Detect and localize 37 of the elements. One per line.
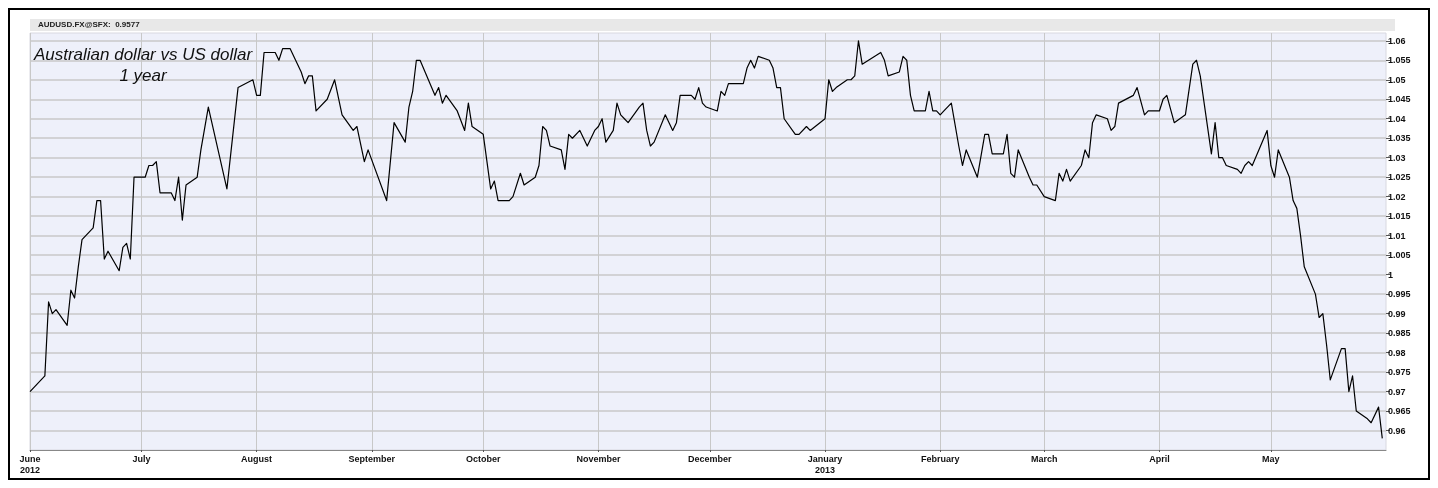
x-tick-label: October (465, 453, 501, 464)
y-tick-label: 1.01 (1388, 230, 1406, 241)
y-tick-label: 1.05 (1388, 74, 1406, 85)
text: Australian dollar vs US dollar (32, 45, 254, 64)
y-tick-label: 1.055 (1388, 55, 1411, 66)
y-tick-label: 0.98 (1388, 347, 1406, 358)
x-tick-label: February (920, 453, 960, 464)
y-tick-label: 0.96 (1388, 425, 1406, 436)
text: 1 year (119, 66, 168, 85)
y-tick-label: 1.025 (1388, 172, 1411, 183)
x-tick-label: June 2012 (19, 453, 41, 475)
y-tick-label: 0.995 (1388, 289, 1411, 300)
x-tick-label: March (1030, 453, 1058, 464)
y-tick-label: 0.965 (1388, 406, 1411, 417)
x-tick-label: January 2013 (807, 453, 843, 475)
line-series (29, 40, 1383, 439)
y-tick-label: 0.99 (1388, 308, 1406, 319)
x-tick-label: April (1149, 453, 1170, 464)
y-tick-label: 0.985 (1388, 328, 1411, 339)
x-tick-label: December (688, 453, 733, 464)
y-tick-label: 0.97 (1388, 386, 1406, 397)
y-tick-label: 1.035 (1388, 133, 1411, 144)
y-tick-label: 1.02 (1388, 191, 1406, 202)
y-tick-label: 0.975 (1388, 367, 1411, 378)
x-tick-label: September (348, 453, 396, 464)
y-tick-label: 1 (1388, 269, 1394, 280)
x-tick-label: May (1262, 453, 1280, 464)
x-tick-label: August (241, 453, 273, 464)
x-tick-label: November (576, 453, 621, 464)
text: AUDUSD.FX@SFX: 0.9577 (38, 20, 140, 29)
y-tick-label: 1.03 (1388, 152, 1406, 163)
y-tick-label: 1.015 (1388, 211, 1411, 222)
x-tick-label: July (132, 453, 151, 464)
y-tick-label: 1.06 (1388, 35, 1406, 46)
y-tick-label: 1.005 (1388, 250, 1411, 261)
y-tick-label: 1.045 (1388, 94, 1411, 105)
y-tick-label: 1.04 (1388, 113, 1406, 124)
